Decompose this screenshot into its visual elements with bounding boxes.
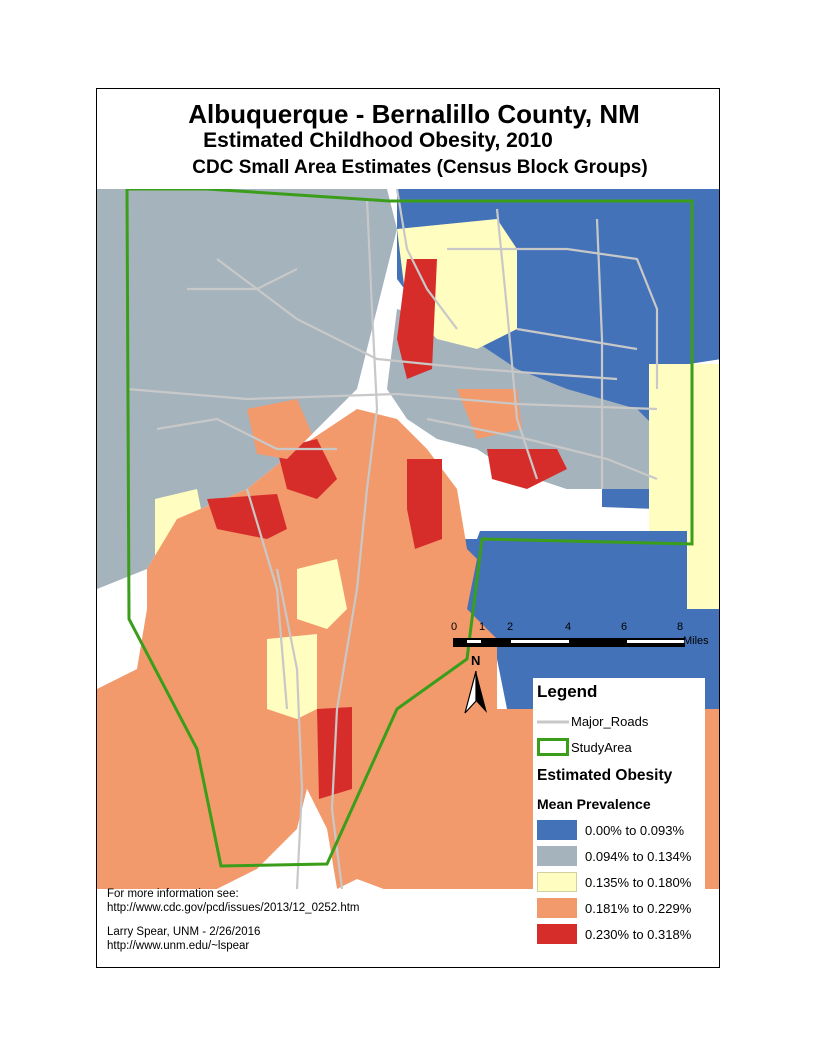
study-area-symbol: [537, 738, 569, 756]
major-roads: [126, 189, 659, 890]
region-yellow-southwest: [267, 634, 317, 719]
legend-class-label: 0.135% to 0.180%: [585, 875, 692, 890]
legend-class-label: 0.181% to 0.229%: [585, 901, 692, 916]
legend-roads-label: Major_Roads: [571, 714, 649, 729]
scale-bar-graphic: [453, 638, 685, 647]
map-source-subtitle: CDC Small Area Estimates (Census Block G…: [192, 157, 648, 178]
scale-tick-label: 4: [565, 621, 572, 633]
region-yellow-central: [297, 559, 347, 629]
north-arrow-icon: [464, 671, 487, 714]
legend-class-label: 0.230% to 0.318%: [585, 927, 692, 942]
region-red-central-1: [207, 494, 287, 539]
author-url: http://www.unm.edu/~lspear: [107, 940, 250, 952]
scale-tick-label: 8: [677, 621, 684, 633]
legend-swatch: [537, 924, 577, 944]
scale-tick-label: 6: [621, 621, 628, 633]
credits-block: For more information see: http://www.cdc…: [107, 887, 360, 953]
study-area-outline: [125, 189, 694, 868]
legend-class-label: 0.094% to 0.134%: [585, 849, 692, 864]
map-subtitle: Estimated Childhood Obesity, 2010: [203, 129, 553, 152]
region-gray-central: [387, 309, 657, 489]
legend-swatch: [537, 820, 577, 840]
legend-swatch: [537, 872, 577, 892]
map-title: Albuquerque - Bernalillo County, NM: [188, 99, 640, 129]
major-roads-symbol: [537, 720, 569, 724]
legend-prevalence-heading: Mean Prevalence: [537, 796, 651, 812]
legend-class-label: 0.00% to 0.093%: [585, 823, 685, 838]
region-yellow-east-strip: [649, 364, 719, 609]
north-arrow-label: N: [471, 653, 481, 668]
region-blue-southeast: [437, 531, 719, 709]
scale-tick-label: 1: [479, 621, 486, 633]
legend-obesity-heading: Estimated Obesity: [537, 767, 673, 784]
source-url: http://www.cdc.gov/pcd/issues/2013/12_02…: [107, 902, 360, 914]
author-line: Larry Spear, UNM - 2/26/2016: [107, 926, 261, 938]
region-orange-east: [457, 389, 522, 439]
scale-tick-label: 2: [507, 621, 514, 633]
region-gray-west: [97, 189, 397, 589]
info-line: For more information see:: [107, 888, 239, 900]
scale-tick-label: 0: [451, 621, 458, 633]
scale-unit-label: Miles: [683, 635, 709, 647]
legend-swatch: [537, 846, 577, 866]
legend-study-label: StudyArea: [571, 740, 632, 755]
map-legend: Legend Major_Roads StudyArea Estimated O…: [533, 678, 705, 958]
region-red-east: [487, 449, 567, 489]
region-red-south: [407, 459, 442, 549]
legend-heading: Legend: [537, 682, 598, 701]
legend-swatch: [537, 898, 577, 918]
map-layout-frame: Albuquerque - Bernalillo County, NM Esti…: [96, 88, 720, 968]
region-orange-center: [247, 399, 312, 459]
